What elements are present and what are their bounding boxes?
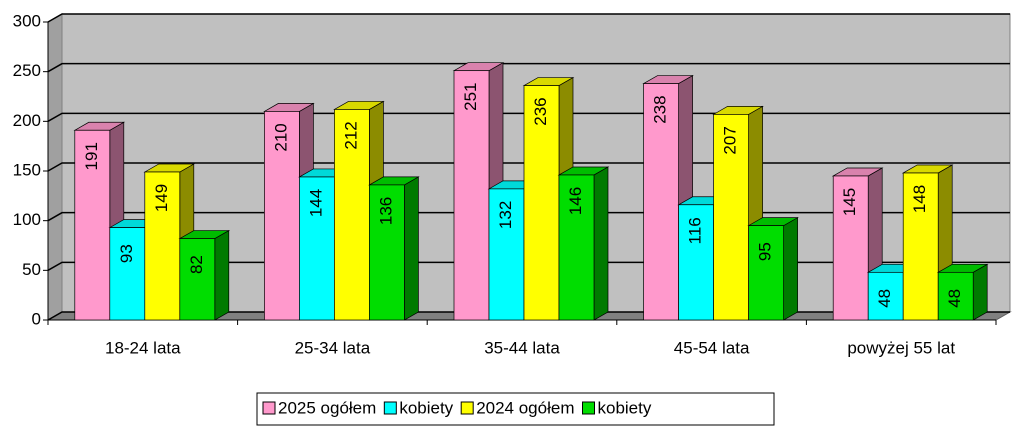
bar-front bbox=[558, 174, 595, 321]
bar bbox=[368, 176, 420, 321]
bar-front bbox=[179, 238, 216, 321]
data-label: 251 bbox=[461, 82, 480, 110]
data-label: 95 bbox=[756, 242, 775, 261]
bar-front bbox=[453, 70, 490, 321]
y-tick-label: 250 bbox=[13, 61, 41, 80]
legend-box bbox=[256, 392, 775, 426]
data-label: 236 bbox=[531, 97, 550, 125]
bar-front bbox=[937, 271, 974, 321]
x-tick-label: 18-24 lata bbox=[105, 338, 181, 357]
y-tick-label: 300 bbox=[13, 11, 41, 30]
x-tick-label: 45-54 lata bbox=[674, 338, 750, 357]
bar-front bbox=[748, 225, 784, 321]
grid-line bbox=[47, 62, 1010, 73]
y-tick-label: 0 bbox=[32, 309, 41, 328]
legend-swatch bbox=[582, 401, 595, 415]
bar-front bbox=[334, 109, 370, 321]
bar bbox=[557, 166, 610, 321]
data-label: 48 bbox=[875, 289, 894, 308]
data-label: 136 bbox=[376, 197, 395, 225]
bar-front bbox=[902, 172, 939, 321]
x-tick-label: 25-34 lata bbox=[295, 338, 371, 357]
bar-front bbox=[264, 111, 300, 321]
data-label: 149 bbox=[152, 184, 171, 212]
grid-line bbox=[47, 112, 1010, 122]
y-tick-label: 50 bbox=[22, 260, 41, 279]
data-label: 48 bbox=[945, 289, 964, 308]
bar-front bbox=[144, 171, 181, 321]
grid-line bbox=[47, 162, 1010, 172]
bar bbox=[936, 263, 989, 321]
legend-swatch bbox=[262, 401, 276, 415]
y-tick-label: 200 bbox=[13, 111, 41, 130]
data-label: 146 bbox=[566, 187, 585, 215]
data-label: 144 bbox=[306, 189, 325, 217]
legend-label: 2024 ogółem bbox=[476, 398, 574, 417]
data-label: 145 bbox=[840, 188, 859, 216]
legend: 2025 ogółem kobiety 2024 ogółem kobiety bbox=[256, 392, 775, 426]
bar-front bbox=[74, 129, 111, 321]
bar-front bbox=[488, 188, 525, 321]
bar-front bbox=[109, 227, 146, 321]
bar-side bbox=[783, 217, 798, 321]
data-label: 116 bbox=[686, 217, 705, 244]
legend-swatch bbox=[383, 401, 397, 415]
bar-front bbox=[369, 184, 405, 321]
data-label: 207 bbox=[721, 126, 740, 154]
data-label: 212 bbox=[341, 121, 360, 149]
data-label: 210 bbox=[271, 123, 290, 151]
y-tick-label: 100 bbox=[13, 210, 41, 229]
bar bbox=[178, 229, 231, 321]
bar-front bbox=[678, 204, 714, 321]
bar-side bbox=[404, 176, 419, 321]
bar-front bbox=[643, 83, 679, 321]
data-label: 93 bbox=[117, 244, 136, 263]
x-tick-label: 35-44 lata bbox=[484, 338, 560, 357]
legend-swatch bbox=[460, 401, 474, 415]
x-tick-label: powyżej 55 lat bbox=[847, 338, 955, 357]
data-label: 132 bbox=[496, 201, 515, 229]
grid-line bbox=[47, 13, 1010, 23]
bar-front bbox=[523, 85, 560, 321]
bar-front bbox=[713, 114, 749, 321]
bar-front bbox=[832, 175, 869, 321]
bar-side bbox=[214, 229, 230, 321]
y-tick-label: 150 bbox=[13, 160, 41, 179]
bar-front bbox=[299, 176, 335, 321]
data-label: 82 bbox=[187, 255, 206, 274]
bar-front bbox=[867, 271, 904, 321]
legend-label: 2025 ogółem bbox=[278, 398, 376, 417]
data-label: 238 bbox=[651, 95, 670, 123]
data-label: 191 bbox=[82, 142, 101, 170]
bar bbox=[73, 121, 126, 321]
data-label: 148 bbox=[910, 185, 929, 213]
bar bbox=[747, 217, 799, 321]
legend-label: kobiety bbox=[399, 398, 453, 417]
bar-side bbox=[593, 166, 609, 321]
bar-side bbox=[972, 263, 988, 321]
legend-label: kobiety bbox=[598, 398, 652, 417]
